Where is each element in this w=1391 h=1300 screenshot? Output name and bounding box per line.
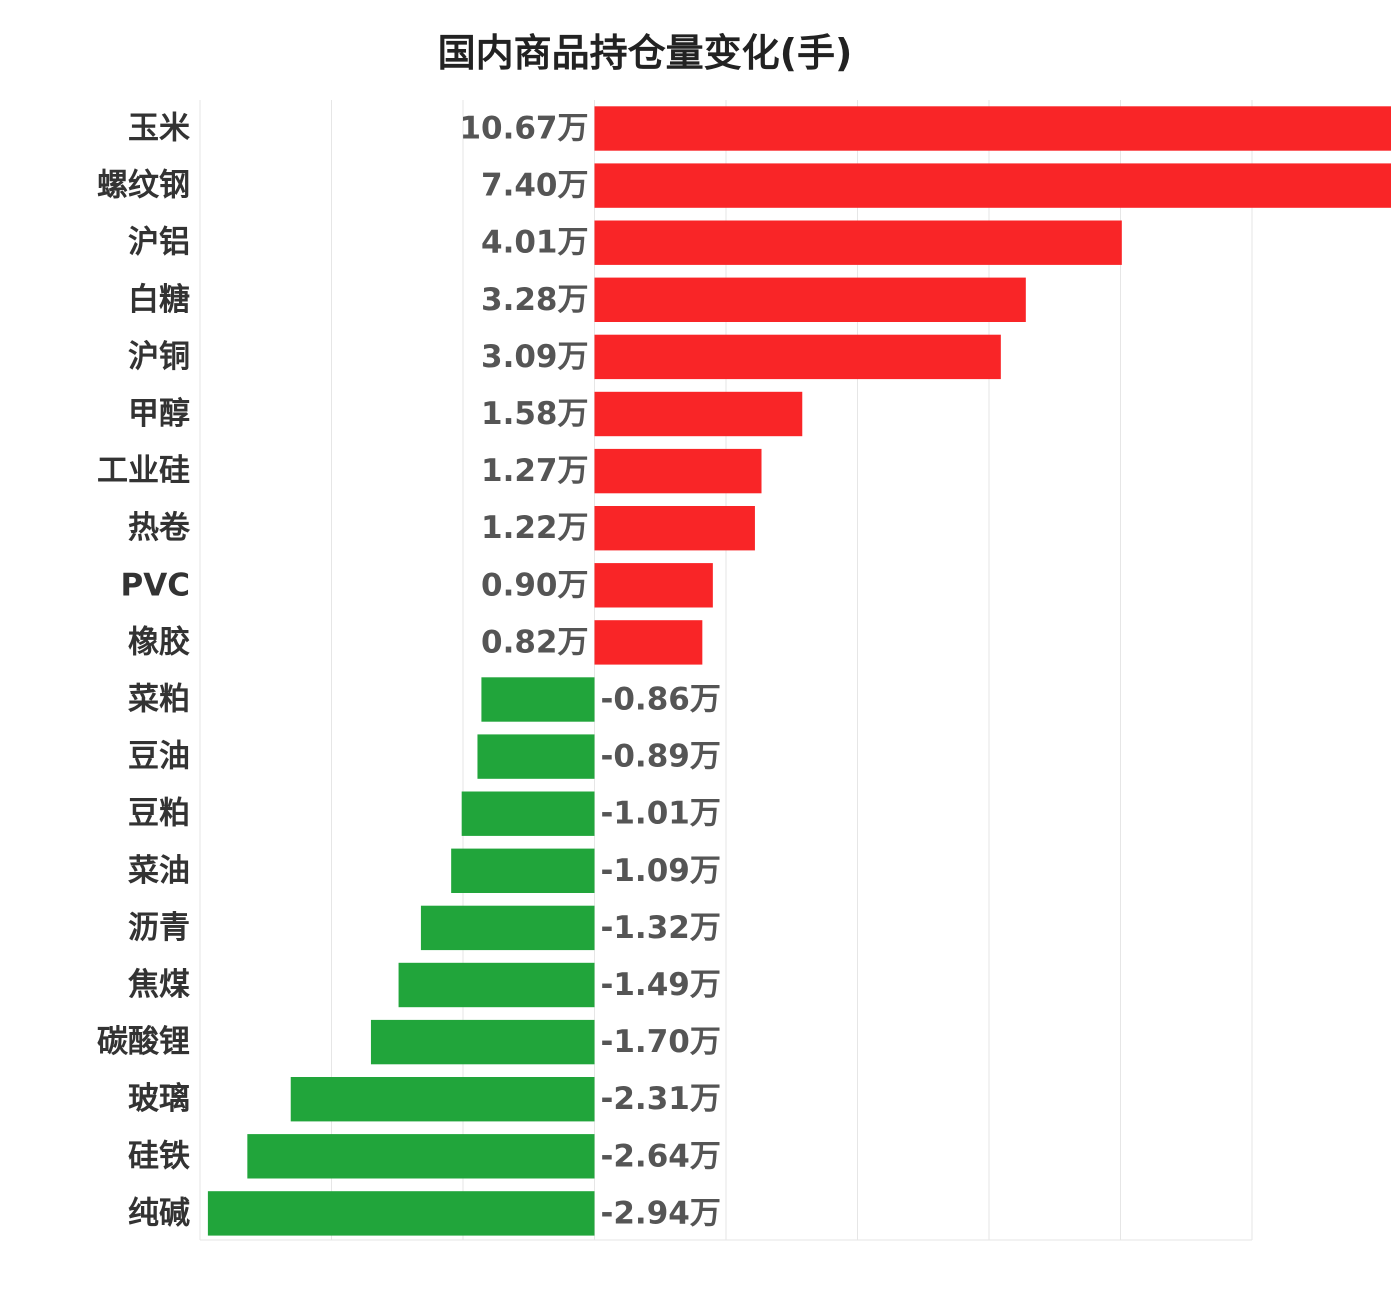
category-label: 菜粕	[128, 682, 190, 718]
bar-3	[594, 277, 1026, 322]
category-label: 焦煤	[128, 967, 190, 1003]
category-label: 工业硅	[97, 453, 190, 489]
bar-1	[594, 163, 1391, 208]
category-label: 白糖	[128, 282, 190, 318]
bar-14	[420, 905, 595, 951]
value-label: 3.28万	[481, 282, 589, 318]
bar-18	[247, 1134, 595, 1179]
bar-13	[451, 848, 595, 893]
category-label: 热卷	[128, 510, 191, 546]
category-label: 硅铁	[128, 1138, 190, 1174]
value-label: 4.01万	[481, 225, 589, 261]
value-label: -0.86万	[601, 682, 721, 718]
value-label: 7.40万	[481, 168, 589, 204]
bar-4	[594, 334, 1001, 380]
category-label: 甲醇	[128, 396, 190, 432]
value-label: -2.31万	[601, 1081, 721, 1117]
category-label: 沪铝	[128, 225, 190, 261]
value-label: -1.32万	[601, 910, 721, 946]
bar-19	[207, 1191, 595, 1236]
bar-0	[594, 106, 1391, 151]
value-label: 10.67万	[459, 111, 588, 147]
category-label: PVC	[121, 567, 190, 603]
value-label: -1.70万	[601, 1024, 721, 1060]
bar-10	[481, 677, 595, 722]
category-label: 玉米	[128, 111, 190, 147]
bar-9	[594, 620, 703, 665]
value-label: 1.58万	[481, 396, 589, 432]
value-label: -1.01万	[601, 796, 721, 832]
category-label: 豆粕	[128, 796, 190, 832]
category-label: 碳酸锂	[97, 1024, 190, 1060]
category-label: 豆油	[128, 739, 190, 775]
bar-2	[594, 220, 1122, 265]
category-label: 玻璃	[128, 1081, 190, 1117]
category-label: 沪铜	[128, 339, 190, 375]
value-label: 0.82万	[481, 624, 589, 660]
value-label: -1.09万	[601, 853, 721, 889]
bar-16	[370, 1019, 595, 1065]
category-label: 纯碱	[128, 1195, 190, 1231]
category-label: 菜油	[128, 853, 190, 889]
value-label: -2.64万	[601, 1138, 721, 1174]
bar-15	[398, 962, 595, 1008]
value-label: 0.90万	[481, 567, 589, 603]
bar-7	[594, 506, 755, 551]
value-label: -2.94万	[601, 1195, 721, 1231]
value-label: -0.89万	[601, 739, 721, 775]
value-label: 3.09万	[481, 339, 589, 375]
category-label: 螺纹钢	[97, 168, 190, 204]
value-label: 1.22万	[481, 510, 589, 546]
bar-5	[594, 391, 803, 437]
bar-8	[594, 563, 713, 608]
bars-layer	[207, 106, 1391, 1236]
value-label: -1.49万	[601, 967, 721, 1003]
chart-title: 国内商品持仓量变化(手)	[437, 31, 853, 75]
bar-11	[477, 734, 595, 779]
bar-12	[461, 791, 595, 836]
bar-17	[290, 1077, 595, 1122]
grid-layer	[199, 100, 1253, 1241]
category-label: 橡胶	[128, 624, 190, 660]
category-label: 沥青	[128, 910, 190, 946]
value-label: 1.27万	[481, 453, 589, 489]
bar-6	[594, 448, 762, 494]
